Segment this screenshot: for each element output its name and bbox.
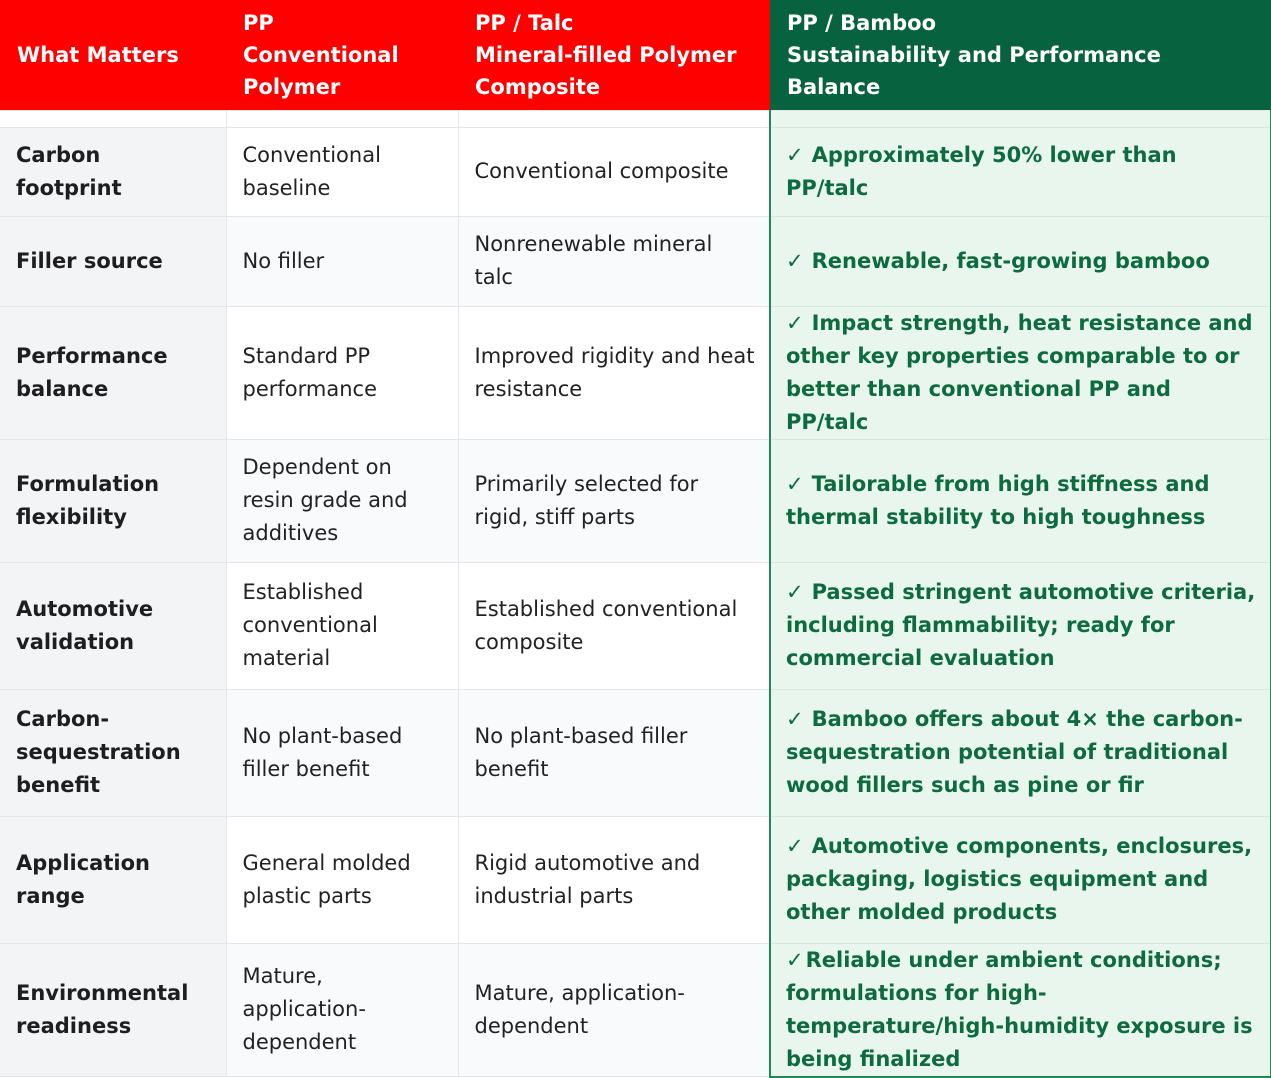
pp-talc-cell: Primarily selected for rigid, stiff part… [457, 438, 770, 562]
pp-bamboo-cell: ✓Reliable under ambient conditions; form… [769, 942, 1271, 1078]
table-row: Environmental readiness Mature, applicati… [0, 942, 1271, 1078]
pp-cell: Standard PP performance [225, 305, 458, 439]
header-pp-talc: PP / Talc Mineral-filled Polymer Composi… [458, 0, 770, 110]
bamboo-benefit-text: Impact strength, heat resistance and oth… [786, 310, 1253, 434]
table-row: Performance balance Standard PP performan… [0, 305, 1271, 439]
pp-bamboo-cell: ✓ Automotive components, enclosures, pack… [769, 815, 1271, 943]
row-label: Carbon-sequestration benefit [0, 688, 226, 816]
row-label: Environmental readiness [0, 942, 226, 1077]
spacer-cell [225, 109, 458, 127]
pp-talc-cell: No plant-based filler benefit [457, 688, 770, 816]
header-pp-talc-title: PP / Talc [475, 10, 574, 35]
table-row: Automotive validation Established convent… [0, 561, 1271, 689]
spacer-cell [769, 109, 1271, 127]
row-label: Carbon footprint [0, 126, 226, 216]
pp-bamboo-cell: ✓ Tailorable from high stiffness and ther… [769, 438, 1271, 562]
check-mark-icon: ✓ [786, 248, 804, 273]
header-row: What Matters PP Conventional Polymer PP … [0, 0, 1271, 110]
pp-talc-cell: Improved rigidity and heat resistance [457, 305, 770, 439]
pp-cell: No plant-based filler benefit [225, 688, 458, 816]
header-pp-bamboo-subtitle: Sustainability and Performance Balance [787, 42, 1161, 99]
pp-bamboo-cell: ✓ Impact strength, heat resistance and ot… [769, 305, 1271, 439]
bamboo-benefit-text: Passed stringent automotive criteria, in… [786, 580, 1256, 670]
table-row: Formulation flexibility Dependent on resi… [0, 438, 1271, 562]
header-spacer-row [0, 109, 1271, 127]
pp-cell: Dependent on resin grade and additives [225, 438, 458, 562]
table-row: Carbon-sequestration benefit No plant-bas… [0, 688, 1271, 816]
pp-talc-cell: Conventional composite [457, 126, 770, 216]
pp-cell: No filler [225, 215, 458, 306]
row-label: Automotive validation [0, 561, 226, 689]
check-mark-icon: ✓ [786, 580, 804, 604]
header-pp-subtitle: Conventional Polymer [243, 42, 399, 99]
spacer-cell [0, 109, 226, 127]
pp-cell: Conventional baseline [225, 126, 458, 216]
check-mark-icon: ✓ [786, 471, 804, 496]
pp-cell: General molded plastic parts [225, 815, 458, 943]
bamboo-benefit-text: Approximately 50% lower than PP/talc [786, 142, 1177, 200]
pp-talc-cell: Mature, application-dependent [457, 942, 770, 1077]
pp-bamboo-cell: ✓ Bamboo offers about 4× the carbon-seque… [769, 688, 1271, 816]
table-row: Application range General molded plastic … [0, 815, 1271, 943]
table-row: Filler source No filler Nonrenewable miner… [0, 215, 1271, 306]
pp-cell: Mature, application-dependent [225, 942, 458, 1077]
check-mark-icon: ✓ [786, 142, 804, 167]
bamboo-benefit-text: Tailorable from high stiffness and therm… [786, 471, 1210, 529]
bamboo-benefit-text: Reliable under ambient conditions; formu… [786, 947, 1253, 1071]
row-label: Filler source [0, 215, 226, 306]
pp-bamboo-cell: ✓ Approximately 50% lower than PP/talc [769, 126, 1271, 216]
pp-cell: Established conventional material [225, 561, 458, 689]
table-row: Carbon footprint Conventional baseline Con… [0, 126, 1271, 216]
header-pp-bamboo-title: PP / Bamboo [787, 10, 937, 35]
row-label: Formulation flexibility [0, 438, 226, 562]
pp-talc-cell: Established conventional composite [457, 561, 770, 689]
bamboo-benefit-text: Automotive components, enclosures, packa… [786, 834, 1253, 924]
spacer-cell [457, 109, 770, 127]
header-pp-talc-subtitle: Mineral-filled Polymer Composite [475, 42, 737, 99]
check-mark-icon: ✓ [786, 834, 804, 858]
row-label: Application range [0, 815, 226, 943]
check-mark-icon: ✓ [786, 947, 804, 972]
bamboo-benefit-text: Renewable, fast-growing bamboo [811, 248, 1210, 273]
pp-talc-cell: Rigid automotive and industrial parts [457, 815, 770, 943]
row-label: Performance balance [0, 305, 226, 439]
header-what-matters: What Matters [0, 0, 226, 110]
pp-bamboo-cell: ✓ Renewable, fast-growing bamboo [769, 215, 1271, 306]
pp-bamboo-cell: ✓ Passed stringent automotive criteria, i… [769, 561, 1271, 689]
bamboo-benefit-text: Bamboo offers about 4× the carbon-seques… [786, 707, 1243, 797]
header-pp-bamboo: PP / Bamboo Sustainability and Performan… [770, 0, 1271, 110]
pp-talc-cell: Nonrenewable mineral talc [457, 215, 770, 306]
check-mark-icon: ✓ [786, 707, 804, 731]
header-pp: PP Conventional Polymer [226, 0, 458, 110]
check-mark-icon: ✓ [786, 310, 804, 335]
header-pp-title: PP [243, 10, 274, 35]
